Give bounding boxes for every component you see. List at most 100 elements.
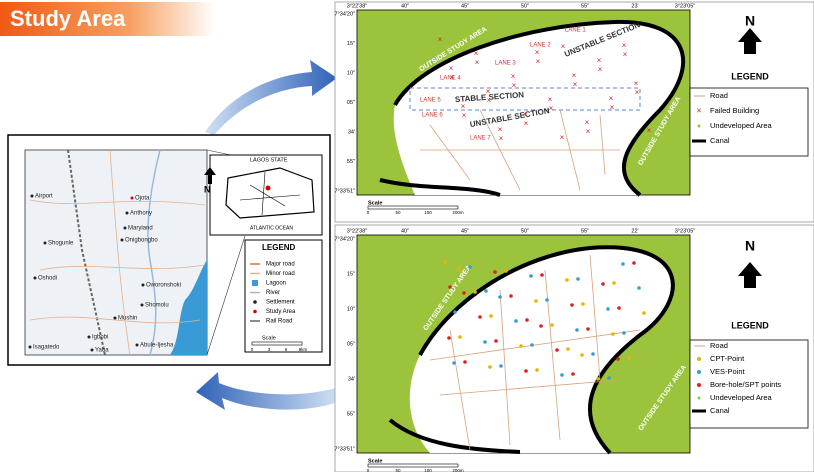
scale-label: 50 — [395, 210, 401, 215]
survey-point — [581, 302, 585, 306]
coord-label: 3°22'38" — [347, 3, 368, 9]
coord-label: 55" — [347, 411, 355, 417]
survey-point — [607, 376, 611, 380]
survey-point — [591, 352, 595, 356]
legend-symbol — [698, 125, 701, 128]
page-title: Study Area — [10, 6, 126, 31]
place-label: Shomolu — [145, 303, 169, 309]
survey-point — [621, 262, 625, 266]
failed-building: × — [549, 104, 554, 113]
survey-point — [565, 278, 569, 282]
place-label: Anthony — [130, 211, 152, 217]
place-label: Igbobi — [92, 335, 108, 341]
inset-title: LAGOS STATE — [250, 157, 288, 163]
left-legend-frame — [245, 240, 322, 352]
failed-building: × — [609, 94, 614, 103]
survey-point — [483, 340, 487, 344]
place-label: Ojota — [135, 196, 150, 202]
survey-point — [468, 265, 472, 269]
survey-point — [566, 347, 570, 351]
lane-label: LANE 5 — [420, 98, 441, 104]
scale-label: 50 — [395, 468, 401, 472]
survey-point — [632, 261, 636, 265]
legend-item: Canal — [710, 406, 730, 415]
failed-building: × — [449, 64, 454, 73]
legend-item: Rail Road — [266, 319, 292, 325]
failed-building: × — [548, 95, 553, 104]
survey-point — [494, 339, 498, 343]
survey-point — [478, 315, 482, 319]
legend-symbol: × — [696, 105, 701, 115]
survey-point — [519, 344, 523, 348]
survey-point — [524, 369, 528, 373]
failed-building: × — [634, 79, 639, 88]
survey-point — [458, 335, 462, 339]
place-label: Abule-Ijesha — [140, 343, 174, 349]
legend-item: Undeveloped Area — [710, 121, 773, 130]
failed-building: × — [622, 41, 627, 50]
coord-label: 55" — [581, 3, 589, 9]
lane-label: LANE 2 — [530, 43, 551, 49]
legend-item: Minor road — [266, 271, 295, 277]
survey-point — [540, 273, 544, 277]
failed-building: × — [610, 103, 615, 112]
failed-building: × — [647, 126, 652, 135]
study-location — [266, 186, 271, 191]
survey-point — [489, 314, 493, 318]
legend-item: Study Area — [266, 309, 296, 315]
survey-point — [601, 282, 605, 286]
arrow — [205, 60, 337, 135]
place-label: Airport — [35, 194, 53, 200]
coord-label: 10" — [347, 306, 355, 312]
survey-point — [463, 360, 467, 364]
coord-label: 34' — [348, 376, 355, 382]
legend-item: Failed Building — [710, 106, 759, 115]
survey-point — [453, 310, 457, 314]
coord-label: 45" — [461, 228, 469, 234]
legend-symbol — [697, 383, 701, 387]
place-label: Oworonshoki — [146, 283, 181, 289]
place-label: Isagatedo — [33, 345, 60, 351]
survey-point — [637, 286, 641, 290]
survey-point — [539, 324, 543, 328]
survey-point — [560, 373, 564, 377]
settlement — [29, 346, 32, 349]
legend-item: VES-Point — [710, 367, 746, 376]
failed-building: × — [524, 119, 529, 128]
settlement — [121, 239, 124, 242]
survey-point — [498, 295, 502, 299]
failed-building: × — [512, 81, 517, 90]
lane-label: LANE 7 — [470, 136, 491, 142]
failed-building: × — [523, 110, 528, 119]
legend-item: Major road — [266, 262, 295, 268]
legend-item: Lagoon — [266, 281, 286, 287]
legend-title: LEGEND — [262, 243, 296, 252]
legend-symbol — [698, 397, 701, 400]
north-label: N — [204, 184, 211, 194]
survey-point — [525, 318, 529, 322]
scale-bar — [368, 464, 458, 467]
lane-label: LANE 3 — [495, 61, 516, 67]
failed-building: × — [461, 102, 466, 111]
survey-point — [642, 311, 646, 315]
survey-point — [473, 290, 477, 294]
coord-label: 45" — [461, 3, 469, 9]
inset-ocean: ATLANTIC OCEAN — [250, 225, 293, 231]
figure: Study Area AirportOjotaAnthonyMarylandOn… — [0, 0, 814, 472]
legend-symbol — [697, 357, 701, 361]
legend-item: River — [266, 290, 280, 296]
settlement — [44, 242, 47, 245]
settlement — [142, 284, 145, 287]
failed-building: × — [597, 56, 602, 65]
survey-point — [606, 307, 610, 311]
survey-point — [462, 291, 466, 295]
failed-building: × — [499, 134, 504, 143]
legend-item: Settlement — [266, 300, 295, 306]
survey-point — [617, 306, 621, 310]
survey-point — [570, 303, 574, 307]
scale-title: Scale — [368, 200, 382, 206]
failed-building: × — [635, 88, 640, 97]
failed-building: × — [561, 42, 566, 51]
coord-label: 10" — [347, 70, 355, 76]
survey-point — [529, 274, 533, 278]
